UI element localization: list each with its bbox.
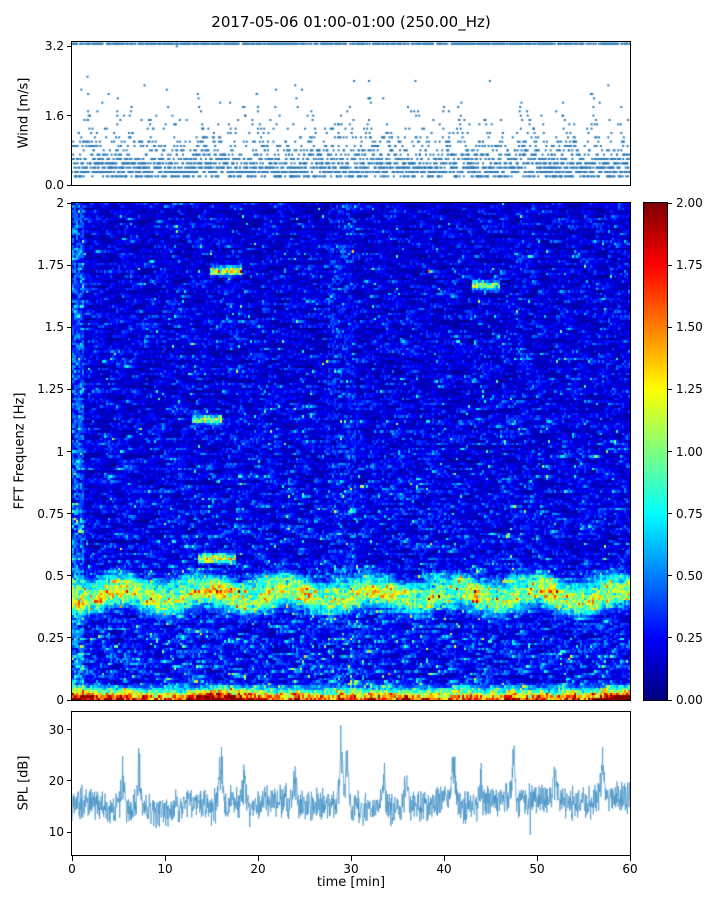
y-tick-mark <box>67 326 72 328</box>
y-tick-mark <box>67 388 72 390</box>
colorbar-tick-label: 0.50 <box>676 568 703 583</box>
x-axis-label: time [min] <box>316 875 386 890</box>
colorbar-tick-label: 1.25 <box>676 382 703 397</box>
colorbar-tick-mark <box>667 202 672 204</box>
colorbar-tick-label: 0.75 <box>676 506 703 521</box>
colorbar-tick-mark <box>667 575 672 577</box>
x-tick-mark <box>443 856 445 861</box>
colorbar-tick-label: 1.50 <box>676 320 703 335</box>
colorbar-tick-mark <box>667 513 672 515</box>
y-tick-mark <box>67 451 72 452</box>
y-tick-label: 0.0 <box>44 178 64 192</box>
colorbar-tick-mark <box>667 326 672 328</box>
x-tick-label: 30 <box>343 862 359 876</box>
y-tick-label: 1.75 <box>37 258 64 273</box>
y-tick-label: 30 <box>48 722 64 737</box>
y-tick-label: 3.2 <box>44 39 64 54</box>
y-tick-label: 0.25 <box>37 630 64 645</box>
figure-title: 2017-05-06 01:00-01:00 (250.00_Hz) <box>211 13 491 31</box>
spectrogram-canvas <box>72 203 630 700</box>
colorbar-tick-label: 0.25 <box>676 630 703 645</box>
y-tick-mark <box>67 513 72 515</box>
colorbar-tick-mark <box>667 451 672 452</box>
colorbar <box>643 202 668 701</box>
y-tick-mark <box>67 699 72 701</box>
colorbar-tick-label: 0.00 <box>676 693 703 707</box>
y-tick-mark <box>67 184 72 186</box>
x-tick-label: 60 <box>622 862 638 876</box>
colorbar-tick-mark <box>667 637 672 639</box>
y-tick-label: 20 <box>48 773 64 788</box>
y-tick-mark <box>67 637 72 639</box>
x-tick-mark <box>536 856 538 861</box>
y-tick-label: 1.6 <box>44 108 64 123</box>
x-tick-mark <box>71 856 73 861</box>
colorbar-canvas <box>644 203 667 700</box>
y-tick-label: 1.25 <box>37 382 64 397</box>
y-tick-mark <box>67 45 72 47</box>
x-tick-mark <box>257 856 259 861</box>
y-tick-label: 1.5 <box>44 320 64 335</box>
x-tick-mark <box>164 856 166 861</box>
y-tick-mark <box>67 202 72 204</box>
y-tick-mark <box>67 831 72 833</box>
x-tick-label: 10 <box>157 862 173 876</box>
spl-line-panel <box>71 711 631 856</box>
y-tick-mark <box>67 729 72 731</box>
y-tick-mark <box>67 780 72 782</box>
y-tick-mark <box>67 115 72 117</box>
x-tick-mark <box>350 856 352 861</box>
y-tick-label: 10 <box>48 825 64 840</box>
colorbar-tick-label: 1.75 <box>676 258 703 273</box>
y-tick-mark <box>67 575 72 577</box>
y-tick-label: 0 <box>56 693 64 707</box>
colorbar-tick-mark <box>667 699 672 701</box>
x-tick-label: 40 <box>436 862 452 876</box>
x-tick-label: 0 <box>68 862 76 876</box>
x-tick-label: 20 <box>250 862 266 876</box>
colorbar-tick-mark <box>667 388 672 390</box>
colorbar-tick-label: 1.00 <box>676 444 703 459</box>
colorbar-tick-mark <box>667 264 672 266</box>
y-tick-label: 0.75 <box>37 506 64 521</box>
y-tick-mark <box>67 264 72 266</box>
spl-y-axis-label: SPL [dB] <box>16 755 32 811</box>
y-tick-label: 0.5 <box>44 568 64 583</box>
colorbar-tick-label: 2.00 <box>676 196 703 210</box>
wind-scatter-canvas <box>72 42 630 185</box>
x-tick-mark <box>629 856 631 861</box>
spl-line-canvas <box>72 712 630 855</box>
spectrogram-y-axis-label: FFT Frequenz [Hz] <box>12 392 28 510</box>
y-tick-label: 2 <box>56 196 64 210</box>
x-tick-label: 50 <box>529 862 545 876</box>
y-tick-label: 1 <box>56 444 64 459</box>
wind-y-axis-label: Wind [m/s] <box>16 77 32 149</box>
wind-scatter-panel <box>71 41 631 186</box>
spectrogram-panel <box>71 202 631 701</box>
